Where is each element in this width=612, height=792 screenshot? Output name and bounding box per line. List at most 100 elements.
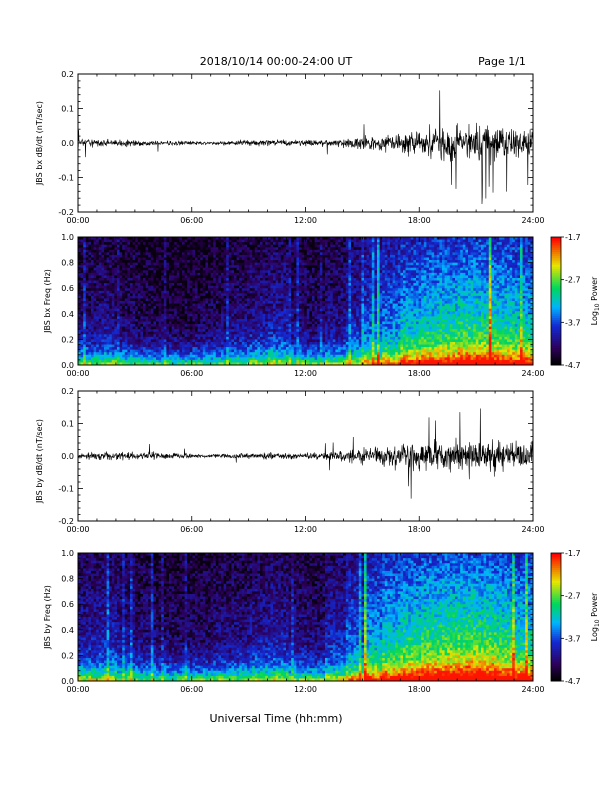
spectrogram-cell bbox=[184, 318, 188, 322]
spectrogram-cell bbox=[145, 260, 149, 263]
spectrogram-cell bbox=[265, 357, 269, 361]
spectrogram-cell bbox=[312, 349, 315, 353]
spectrogram-cell bbox=[122, 265, 126, 269]
spectrogram-cell bbox=[208, 275, 211, 279]
spectrogram-cell bbox=[127, 349, 131, 353]
spectrogram-cell bbox=[106, 293, 110, 297]
spectrogram-cell bbox=[158, 316, 162, 320]
spectrogram-cell bbox=[83, 237, 87, 240]
spectrogram-cell bbox=[161, 265, 165, 269]
spectrogram-cell bbox=[184, 341, 188, 345]
spectrogram-cell bbox=[280, 270, 284, 274]
spectrogram-cell bbox=[249, 341, 253, 345]
spectrogram-cell bbox=[166, 359, 170, 363]
spectrogram-cell bbox=[195, 321, 198, 325]
spectrogram-cell bbox=[189, 267, 193, 271]
spectrogram-cell bbox=[330, 316, 334, 320]
spectrogram-cell bbox=[135, 290, 139, 294]
spectrogram-cell bbox=[104, 311, 107, 315]
spectrogram-cell bbox=[252, 359, 256, 363]
spectrogram-cell bbox=[218, 313, 222, 317]
spectrogram-cell bbox=[101, 334, 105, 338]
spectrogram-cell bbox=[208, 313, 211, 317]
spectrogram-cell bbox=[135, 244, 139, 248]
spectrogram-cell bbox=[88, 311, 92, 315]
spectrogram-cell bbox=[192, 344, 196, 348]
spectrogram-cell bbox=[267, 237, 271, 240]
spectrogram-cell bbox=[283, 318, 287, 322]
spectrogram-cell bbox=[296, 283, 300, 287]
spectrogram-cell bbox=[257, 331, 261, 335]
spectrogram-cell bbox=[309, 339, 313, 343]
spectrogram-cell bbox=[241, 293, 245, 297]
spectrogram-cell bbox=[231, 288, 235, 292]
spectrogram-cell bbox=[171, 242, 175, 246]
spectrogram-cell bbox=[98, 288, 102, 292]
spectrogram-cell bbox=[325, 362, 328, 366]
spectrogram-cell bbox=[260, 244, 263, 248]
spectrogram-cell bbox=[221, 260, 224, 263]
spectrogram-cell bbox=[184, 298, 188, 302]
spectrogram-cell bbox=[200, 277, 204, 281]
spectrogram-cell bbox=[148, 293, 152, 297]
spectrogram-cell bbox=[98, 344, 102, 348]
spectrogram-cell bbox=[213, 352, 217, 356]
spectrogram-cell bbox=[85, 362, 89, 366]
spectrogram-cell bbox=[327, 336, 331, 340]
spectrogram-cell bbox=[169, 324, 172, 327]
spectrogram-cell bbox=[226, 329, 230, 333]
spectrogram-cell bbox=[202, 313, 206, 317]
spectrogram-cell bbox=[150, 295, 154, 299]
spectrogram-cell bbox=[317, 321, 321, 325]
spectrogram-cell bbox=[234, 347, 237, 351]
spectrogram-cell bbox=[226, 237, 230, 240]
spectrogram-cell bbox=[239, 262, 243, 266]
spectrogram-cell bbox=[78, 313, 81, 317]
spectrogram-cell bbox=[314, 298, 318, 302]
spectrogram-cell bbox=[101, 362, 105, 366]
spectrogram-cell bbox=[270, 336, 274, 340]
spectrogram-cell bbox=[213, 267, 217, 271]
spectrogram-cell bbox=[236, 262, 240, 266]
spectrogram-cell bbox=[306, 275, 310, 279]
spectrogram-cell bbox=[179, 267, 183, 271]
spectrogram-cell bbox=[101, 303, 105, 307]
spectrogram-cell bbox=[213, 321, 217, 325]
spectrogram-cell bbox=[291, 347, 295, 351]
spectrogram-cell bbox=[171, 288, 175, 292]
spectrogram-cell bbox=[293, 298, 297, 302]
spectrogram-cell bbox=[278, 324, 282, 327]
spectrogram-cell bbox=[189, 324, 193, 327]
spectrogram-cell bbox=[325, 352, 328, 356]
spectrogram-cell bbox=[150, 298, 154, 302]
spectrogram-cell bbox=[200, 301, 204, 304]
spectrogram-cell bbox=[262, 306, 266, 310]
spectrogram-cell bbox=[93, 283, 97, 287]
spectrogram-cell bbox=[135, 341, 139, 345]
spectrogram-cell bbox=[135, 318, 139, 322]
spectrogram-cell bbox=[330, 295, 334, 299]
spectrogram-cell bbox=[296, 357, 300, 361]
spectrogram-cell bbox=[270, 272, 274, 276]
spectrogram-cell bbox=[189, 354, 193, 358]
spectrogram-cell bbox=[228, 324, 232, 327]
spectrogram-cell bbox=[325, 349, 328, 353]
spectrogram-cell bbox=[135, 298, 139, 302]
spectrogram-cell bbox=[122, 280, 126, 284]
spectrogram-cell bbox=[327, 316, 331, 320]
spectrogram-cell bbox=[236, 306, 240, 310]
spectrogram-cell bbox=[249, 311, 253, 315]
spectrogram-cell bbox=[236, 341, 240, 345]
spectrogram-cell bbox=[265, 308, 269, 312]
spectrogram-cell bbox=[257, 301, 261, 304]
spectrogram-cell bbox=[135, 326, 139, 330]
spectrogram-cell bbox=[184, 290, 188, 294]
spectrogram-cell bbox=[226, 247, 230, 251]
spectrogram-cell bbox=[262, 272, 266, 276]
spectrogram-cell bbox=[210, 329, 214, 333]
spectrogram-cell bbox=[301, 321, 305, 325]
spectrogram-cell bbox=[312, 303, 315, 307]
spectrogram-cell bbox=[317, 344, 321, 348]
spectrogram-cell bbox=[286, 283, 289, 287]
spectrogram-cell bbox=[200, 252, 204, 256]
